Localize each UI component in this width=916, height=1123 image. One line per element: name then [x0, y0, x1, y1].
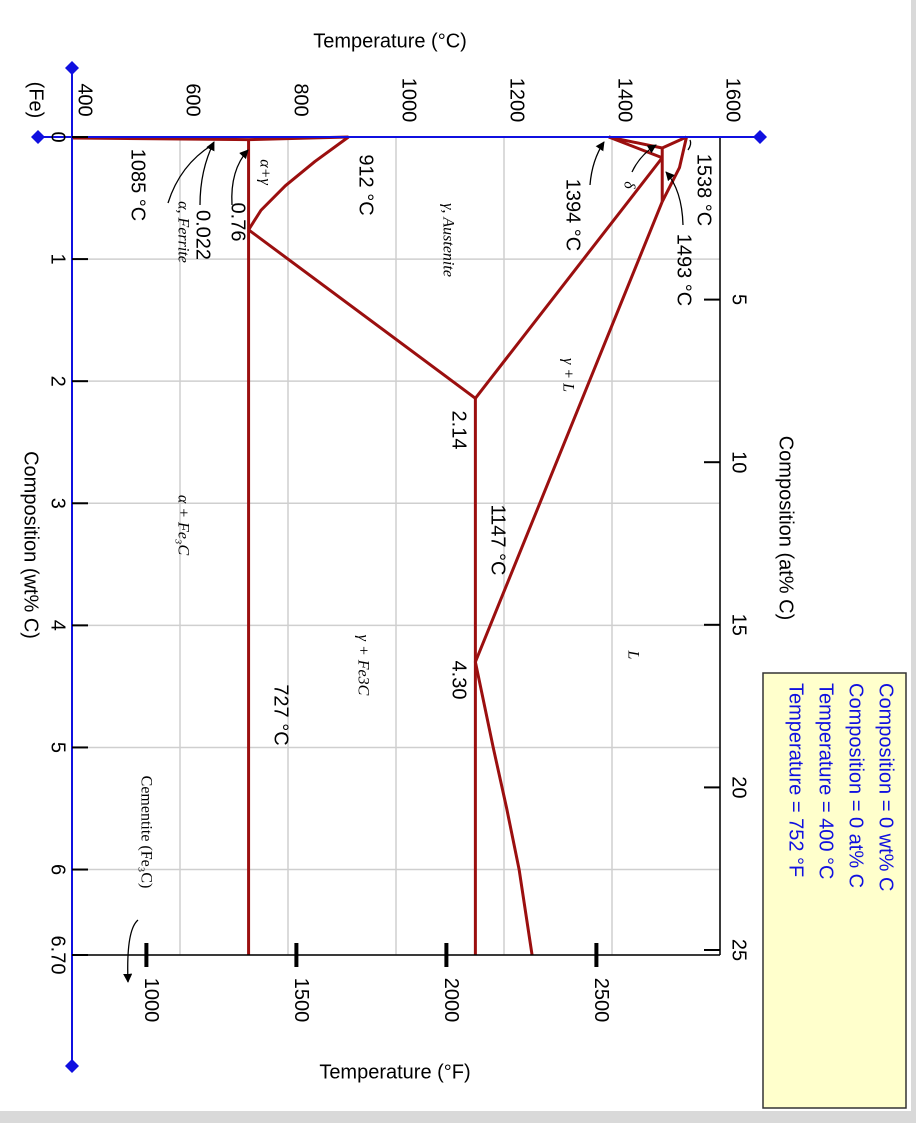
temperature-tick-label: 1200: [506, 78, 528, 123]
phase-boundary: [247, 228, 477, 400]
composition-tick-label: 3: [47, 498, 69, 509]
temperature-tick-label: 600: [182, 83, 204, 116]
info-line: Composition = 0 at% C: [845, 683, 867, 888]
region-label: 912 °C: [355, 154, 377, 215]
axis-handle: [65, 61, 79, 75]
axis-handle: [753, 130, 767, 144]
region-label: L: [624, 650, 641, 660]
region-label: δ: [620, 181, 637, 189]
region-label: 1394 °C: [562, 179, 584, 252]
region-label: γ, Austenite: [439, 203, 456, 277]
info-line: Temperature = 400 °C: [815, 683, 837, 879]
phase-boundary: [247, 135, 350, 231]
axis-title: Temperature (°F): [319, 1061, 470, 1083]
info-text: Composition = 0 wt% C Composition = 0 at%…: [785, 683, 897, 891]
fahrenheit-tick-label: 2000: [440, 978, 462, 1023]
leader-lines: [123, 139, 692, 983]
origin-label: (Fe): [25, 82, 47, 119]
info-box: [762, 672, 907, 1109]
leader: [589, 141, 605, 186]
temperature-tick-label: 800: [290, 83, 312, 116]
region-label: 1085 °C: [127, 149, 149, 222]
phase-boundary: [473, 201, 664, 956]
temperature-tick-label: 400: [74, 83, 96, 116]
phase-lines: [71, 135, 688, 956]
bottom-bar: [0, 1111, 916, 1123]
axes: [31, 61, 767, 1073]
region-label: 0.022: [192, 210, 214, 260]
composition-at-tick-label: 10: [728, 451, 750, 473]
phase-boundary: [608, 135, 663, 160]
composition-tick-label: 1: [47, 254, 69, 265]
composition-tick-label: 4: [47, 620, 69, 631]
axis-handle: [31, 130, 45, 144]
region-label: α + Fe₃C: [174, 495, 191, 556]
composition-at-tick-label: 15: [728, 614, 750, 636]
fahrenheit-tick-label: 2500: [590, 978, 612, 1023]
region-label: 4.30: [448, 661, 470, 700]
info-line: Temperature = 752 °F: [785, 683, 807, 877]
composition-at-tick-label: 5: [728, 294, 750, 305]
region-label: 2.14: [448, 411, 470, 450]
region-label: α+γ: [256, 159, 273, 185]
axis-title: Temperature (°C): [313, 30, 467, 52]
info-line: Composition = 0 wt% C: [875, 683, 897, 891]
fahrenheit-tick-label: 1500: [290, 978, 312, 1023]
region-label: 0.76: [227, 203, 249, 242]
region-label: α, Ferrite: [174, 201, 191, 263]
phase-boundary: [474, 156, 664, 400]
region-label: γ + Fe3C: [354, 635, 371, 696]
phase-boundary: [660, 136, 688, 203]
temperature-tick-label: 1400: [614, 78, 636, 123]
composition-tick-label: 2: [47, 376, 69, 387]
axis-title: Composition (wt% C): [20, 451, 42, 639]
axis-title: Composition (at% C): [775, 436, 797, 621]
composition-tick-label: 5: [47, 742, 69, 753]
phase-boundary: [661, 135, 688, 150]
leader: [631, 144, 657, 173]
region-label: γ + L: [559, 358, 576, 392]
temperature-tick-label: 1600: [722, 78, 744, 123]
leader: [231, 149, 249, 206]
composition-tick-label: 0: [47, 131, 69, 142]
region-label: 727 °C: [270, 684, 292, 745]
region-label: 1493 °C: [673, 234, 695, 307]
region-label: Cementite (Fe₃C): [137, 776, 154, 889]
composition-at-tick-label: 20: [728, 776, 750, 798]
right-bar: [911, 0, 916, 1123]
labels: 1538 °C 1493 °C 1394 °C δ 912 °C γ, Austenite…: [127, 149, 715, 889]
leader: [123, 919, 139, 983]
fahrenheit-tick-label: 1000: [140, 978, 162, 1023]
temperature-tick-label: 1000: [398, 78, 420, 123]
region-label: 1538 °C: [693, 154, 715, 227]
composition-tick-label: 6.70: [47, 936, 69, 975]
leader: [665, 171, 684, 226]
composition-tick-label: 6: [47, 864, 69, 875]
region-label: 1147 °C: [487, 504, 509, 575]
axis-handle: [65, 1059, 79, 1073]
leader: [687, 139, 692, 151]
composition-at-tick-label: 25: [728, 939, 750, 961]
leader: [167, 144, 213, 204]
leader: [199, 141, 215, 206]
